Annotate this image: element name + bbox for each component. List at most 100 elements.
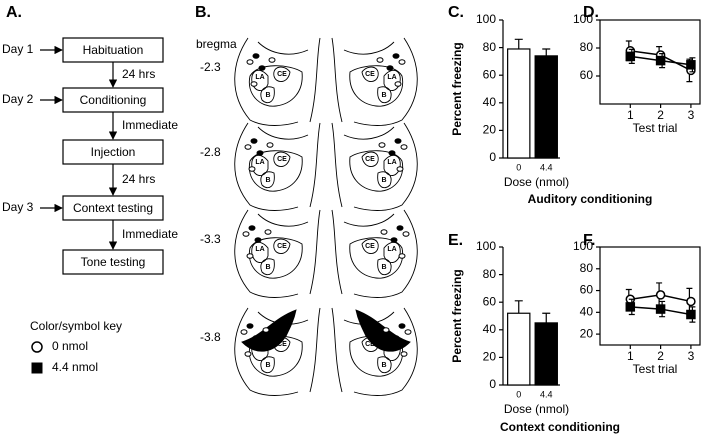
placement-marker [254,237,262,243]
placement-marker [398,253,406,259]
brain-outline [331,307,343,393]
brain-outline [343,213,395,227]
placement-marker [250,81,258,87]
x-axis-label: Test trial [633,121,678,135]
placement-marker [396,166,404,172]
error-bar [542,312,551,323]
brain-outline [353,209,418,298]
region-label: CE [277,243,287,250]
y-tick-label: 40 [580,305,594,319]
region-label: CE [365,243,375,250]
level-label: -2.8 [200,145,221,159]
region-label: B [381,362,386,369]
placement-marker [386,65,394,71]
interval-label: 24 hrs [122,172,155,186]
step-box [62,87,164,113]
legend-label: 4.4 nmol [52,360,98,374]
legend-title: Color/symbol key [30,319,122,333]
region-label: CE [277,156,287,163]
point [655,290,666,300]
region-label: B [381,92,386,99]
interval-label: Immediate [122,227,178,241]
day-label: Day 2 [2,92,34,106]
placement-marker [378,142,386,148]
y-tick-label: 20 [483,123,497,137]
x-tick-label: 4.4 [540,389,553,399]
y-tick-label: 80 [483,267,497,281]
y-tick-label: 40 [483,322,497,336]
x-tick-label: 0 [516,389,521,399]
placement-marker [394,81,402,87]
level-label: -2.3 [200,60,221,74]
brain-outline [234,307,299,396]
point [655,55,666,66]
reference-label: bregma [196,37,237,51]
step-box [62,37,164,63]
brain-outline [273,66,291,82]
y-axis-label: Percent freezing [450,269,464,362]
point [625,302,636,312]
placement-marker [404,329,412,335]
legend-marker [31,362,43,374]
chart-title: Auditory conditioning [528,192,653,206]
placement-marker [396,225,404,231]
region-label: LA [387,74,396,81]
y-tick-label: 20 [580,326,594,340]
brain-outline [353,37,418,126]
bar [507,48,531,159]
brain-outline [309,122,321,208]
bar [534,322,558,386]
brain-section [234,122,321,211]
error-bar [542,48,551,56]
placement-marker [246,323,254,329]
region-label: LA [387,344,396,351]
region-label: CE [365,156,375,163]
brain-outline [309,37,321,123]
placement-marker [242,231,250,237]
placement-marker [398,59,406,65]
y-tick-label: 100 [476,239,496,253]
step-box [62,249,164,275]
region-label: B [265,92,270,99]
panel-label: D. [583,4,599,21]
placement-marker [402,231,410,237]
region-label: LA [255,344,264,351]
brain-section [234,37,321,126]
plot-frame [599,246,701,346]
legend-marker [31,341,43,353]
step-label: Context testing [73,201,153,215]
region-label: B [265,177,270,184]
region-label: B [381,264,386,271]
brain-section [331,209,418,298]
brain-outline [343,41,395,55]
region-label: B [381,177,386,184]
brain-outline [234,122,299,211]
brain-outline [377,356,392,374]
step-label: Conditioning [80,93,147,107]
region-label: CE [277,341,287,348]
region-label: LA [387,159,396,166]
y-tick-label: 80 [580,40,594,54]
y-tick-label: 0 [489,150,496,164]
brain-outline [273,336,291,352]
placement-marker [268,57,276,63]
placement-marker [264,229,272,235]
placement-marker [400,351,408,357]
interval-label: 24 hrs [122,67,155,81]
placement-marker [382,327,390,333]
level-label: -3.3 [200,232,221,246]
region-label: CE [277,71,287,78]
placement-marker [390,237,398,243]
brain-outline [251,339,269,361]
y-tick-label: 20 [483,350,497,364]
brain-section [234,209,321,298]
error-bar [514,38,523,49]
placement-marker [250,138,258,144]
day-label: Day 3 [2,200,34,214]
x-tick-label: 2 [657,349,664,363]
placement-marker [252,335,260,341]
placement-marker [394,138,402,144]
brain-outline [349,150,404,192]
y-tick-label: 60 [483,67,497,81]
